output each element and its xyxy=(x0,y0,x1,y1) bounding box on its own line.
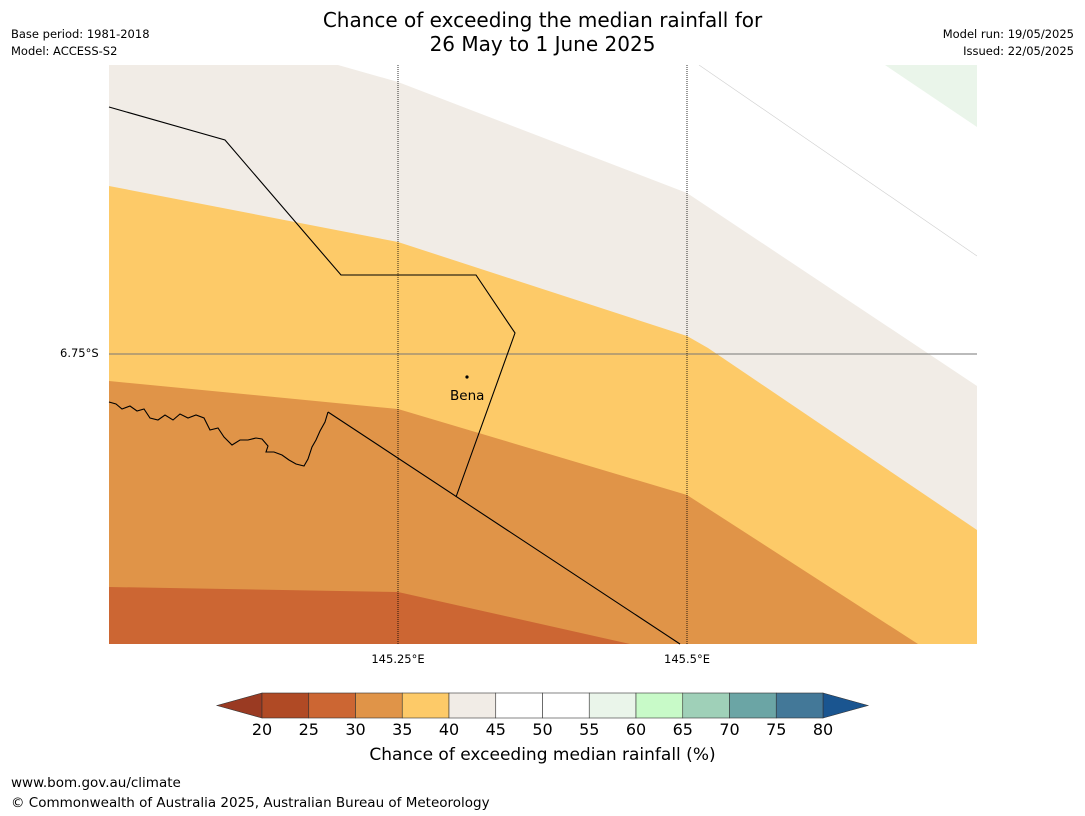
title-line-1: Chance of exceeding the median rainfall … xyxy=(322,8,763,32)
colorbar-tick-label: 50 xyxy=(532,720,553,739)
colorbar-tick-label: 45 xyxy=(485,720,506,739)
model-name: Model: ACCESS-S2 xyxy=(11,44,118,58)
lon-label-2: 145.5°E xyxy=(664,652,710,666)
colorbar-tick-label: 75 xyxy=(766,720,787,739)
lat-label: 6.75°S xyxy=(60,346,99,360)
chart-title: Chance of exceeding the median rainfall … xyxy=(0,8,1085,56)
colorbar-tick-label: 20 xyxy=(251,720,273,739)
colorbar-segment xyxy=(635,692,684,719)
colorbar-tick-label: 55 xyxy=(579,720,600,739)
base-period: Base period: 1981-2018 xyxy=(11,27,150,41)
band-25-30 xyxy=(109,587,630,644)
colorbar-segment xyxy=(729,692,777,719)
colorbar-label: Chance of exceeding median rainfall (%) xyxy=(369,745,716,765)
colorbar-tick-label: 25 xyxy=(298,720,319,739)
colorbar-under-arrow xyxy=(215,692,263,719)
model-run: Model run: 19/05/2025 xyxy=(942,27,1074,41)
band-55-60 xyxy=(885,65,977,127)
colorbar-tick-label: 65 xyxy=(672,720,693,739)
colorbar-tick-label: 60 xyxy=(625,720,647,739)
colorbar-segment xyxy=(588,692,637,719)
province-boundary-south xyxy=(327,411,681,645)
colorbar-segment xyxy=(355,692,403,719)
issued-date: Issued: 22/05/2025 xyxy=(963,44,1074,58)
colorbar-tick-label: 80 xyxy=(812,720,834,739)
colorbar-tick-label: 30 xyxy=(345,720,366,739)
town-marker xyxy=(465,375,469,379)
colorbar-segment xyxy=(775,692,824,719)
coastline xyxy=(108,401,329,467)
colorbar-over-arrow xyxy=(822,692,870,719)
colorbar-segment xyxy=(308,692,356,719)
lon-label-1: 145.25°E xyxy=(371,652,425,666)
town-label: Bena xyxy=(450,388,485,404)
footer-url[interactable]: www.bom.gov.au/climate xyxy=(11,775,181,791)
colorbar-segment xyxy=(682,692,730,719)
colorbar-tick-label: 70 xyxy=(719,720,740,739)
meta-right: Model run: 19/05/2025 Issued: 22/05/2025 xyxy=(943,26,1074,60)
province-boundary xyxy=(108,106,516,498)
colorbar-segment xyxy=(495,692,543,719)
colorbar-segment xyxy=(261,692,310,719)
colorbar-segment xyxy=(448,692,497,719)
colorbar-segment xyxy=(401,692,450,719)
meta-left: Base period: 1981-2018 Model: ACCESS-S2 xyxy=(11,26,150,60)
title-line-2: 26 May to 1 June 2025 xyxy=(429,32,656,56)
footer-copyright: © Commonwealth of Australia 2025, Austra… xyxy=(11,795,490,811)
band-edge-line xyxy=(698,65,977,257)
band-30-35 xyxy=(109,381,918,644)
colorbar-tick-label: 40 xyxy=(438,720,460,739)
colorbar-tick-label: 35 xyxy=(392,720,413,739)
colorbar-segment xyxy=(542,692,590,719)
